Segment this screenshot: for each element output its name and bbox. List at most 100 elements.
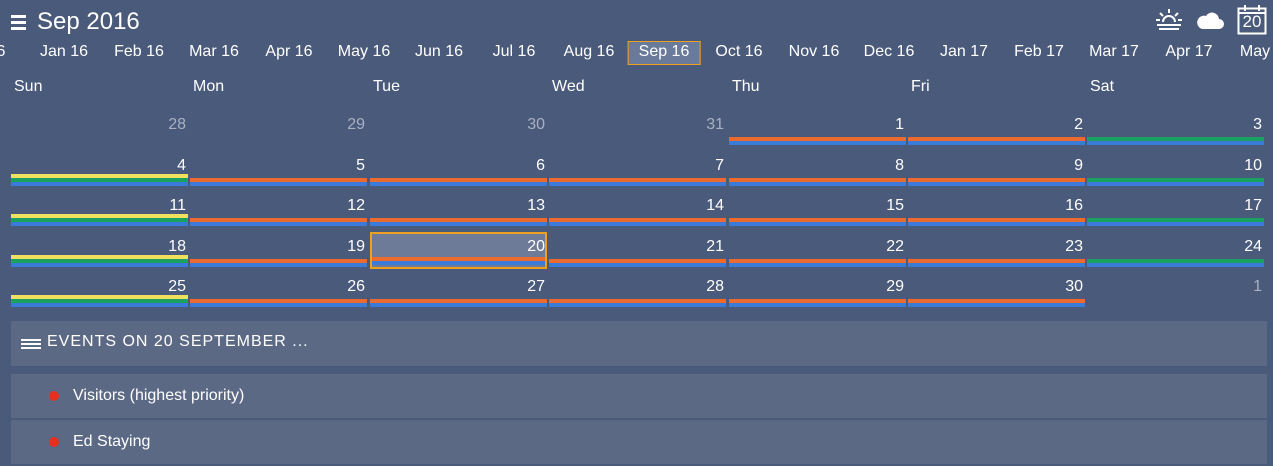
hamburger-icon[interactable] [11, 15, 26, 30]
day-cell[interactable]: 16 [908, 191, 1085, 228]
day-cell[interactable]: 11 [11, 191, 188, 228]
sunrise-icon[interactable] [1155, 7, 1183, 33]
event-label: Visitors (highest priority) [73, 387, 245, 404]
event-bar [549, 178, 726, 182]
day-number: 4 [177, 157, 186, 174]
event-bar [11, 218, 188, 222]
event-bars [370, 299, 547, 307]
event-item[interactable]: Visitors (highest priority) [11, 374, 1267, 418]
month-tab[interactable]: Aug 16 [563, 43, 615, 60]
day-cell[interactable]: 30 [908, 272, 1085, 309]
day-cell[interactable]: 17 [1087, 191, 1264, 228]
event-bar [190, 303, 367, 307]
month-tab[interactable]: Nov 16 [788, 43, 840, 60]
event-bars [1087, 218, 1264, 226]
day-cell[interactable]: 2 [908, 110, 1085, 147]
day-cell[interactable]: 19 [190, 232, 367, 269]
day-cell[interactable]: 21 [549, 232, 726, 269]
day-cell[interactable]: 1 [1087, 272, 1264, 309]
day-cell[interactable]: 20 [370, 232, 547, 269]
day-cell[interactable]: 6 [370, 151, 547, 188]
month-tab[interactable]: Sep 16 [627, 41, 701, 65]
month-tab[interactable]: Mar 17 [1089, 43, 1139, 60]
event-bars [729, 137, 906, 145]
event-bar [11, 182, 188, 186]
weekday-label: Thu [732, 78, 760, 95]
event-bars [729, 299, 906, 307]
event-bar [372, 261, 545, 265]
day-number: 28 [168, 116, 186, 133]
month-tab[interactable]: Feb 16 [114, 43, 164, 60]
month-tab[interactable]: Oct 16 [715, 43, 763, 60]
calendar-icon[interactable]: 20 [1237, 5, 1267, 35]
event-bar [190, 299, 367, 303]
event-bar [11, 174, 188, 178]
event-bar [372, 257, 545, 261]
event-bars [908, 178, 1085, 186]
event-item[interactable]: Ed Staying [11, 420, 1267, 464]
month-tab[interactable]: Jan 16 [39, 43, 89, 60]
event-bar [11, 178, 188, 182]
day-number: 14 [706, 197, 724, 214]
day-cell[interactable]: 12 [190, 191, 367, 228]
day-cell[interactable]: 29 [190, 110, 367, 147]
header-bar: Sep 2016 [0, 0, 1273, 40]
day-cell[interactable]: 24 [1087, 232, 1264, 269]
day-cell[interactable]: 26 [190, 272, 367, 309]
month-tab[interactable]: Apr 17 [1165, 43, 1213, 60]
day-cell[interactable]: 8 [729, 151, 906, 188]
day-number: 31 [706, 116, 724, 133]
day-cell[interactable]: 22 [729, 232, 906, 269]
day-cell[interactable]: 28 [11, 110, 188, 147]
event-bars [190, 218, 367, 226]
day-cell[interactable]: 14 [549, 191, 726, 228]
day-cell[interactable]: 18 [11, 232, 188, 269]
day-cell[interactable]: 31 [549, 110, 726, 147]
event-bar [370, 299, 547, 303]
day-cell[interactable]: 27 [370, 272, 547, 309]
month-tab[interactable]: Mar 16 [189, 43, 239, 60]
day-cell[interactable]: 3 [1087, 110, 1264, 147]
day-cell[interactable]: 15 [729, 191, 906, 228]
day-cell[interactable]: 10 [1087, 151, 1264, 188]
event-bars [549, 218, 726, 226]
day-cell[interactable]: 1 [729, 110, 906, 147]
day-number: 11 [169, 197, 186, 214]
day-cell[interactable]: 29 [729, 272, 906, 309]
event-color-dot [49, 437, 59, 447]
header-icons: 20 [1155, 4, 1267, 36]
month-tab[interactable]: Jun 16 [414, 43, 464, 60]
month-tab[interactable]: May 16 [337, 43, 391, 60]
day-number: 30 [527, 116, 545, 133]
list-icon [21, 339, 41, 349]
month-tab[interactable]: May [1239, 43, 1271, 60]
event-bars [549, 299, 726, 307]
day-cell[interactable]: 25 [11, 272, 188, 309]
event-bar [190, 222, 367, 226]
day-number: 1 [1253, 278, 1262, 295]
cloud-icon[interactable] [1195, 9, 1225, 31]
day-cell[interactable]: 9 [908, 151, 1085, 188]
day-cell[interactable]: 5 [190, 151, 367, 188]
day-cell[interactable]: 30 [370, 110, 547, 147]
event-bar [1087, 259, 1264, 263]
month-tab[interactable]: Dec 16 [863, 43, 915, 60]
event-bars [190, 259, 367, 267]
day-cell[interactable]: 28 [549, 272, 726, 309]
event-bar [11, 295, 188, 299]
event-bars [729, 218, 906, 226]
event-bar [11, 214, 188, 218]
event-bar [549, 263, 726, 267]
day-cell[interactable]: 13 [370, 191, 547, 228]
day-cell[interactable]: 4 [11, 151, 188, 188]
month-tab[interactable]: Apr 16 [265, 43, 313, 60]
month-tab[interactable]: Feb 17 [1014, 43, 1064, 60]
day-number: 17 [1244, 197, 1262, 214]
event-bar [11, 222, 188, 226]
month-tab[interactable]: 6 [0, 43, 6, 60]
day-cell[interactable]: 23 [908, 232, 1085, 269]
event-bars [11, 214, 188, 226]
month-tab[interactable]: Jul 16 [492, 43, 536, 60]
day-cell[interactable]: 7 [549, 151, 726, 188]
month-tab[interactable]: Jan 17 [939, 43, 989, 60]
